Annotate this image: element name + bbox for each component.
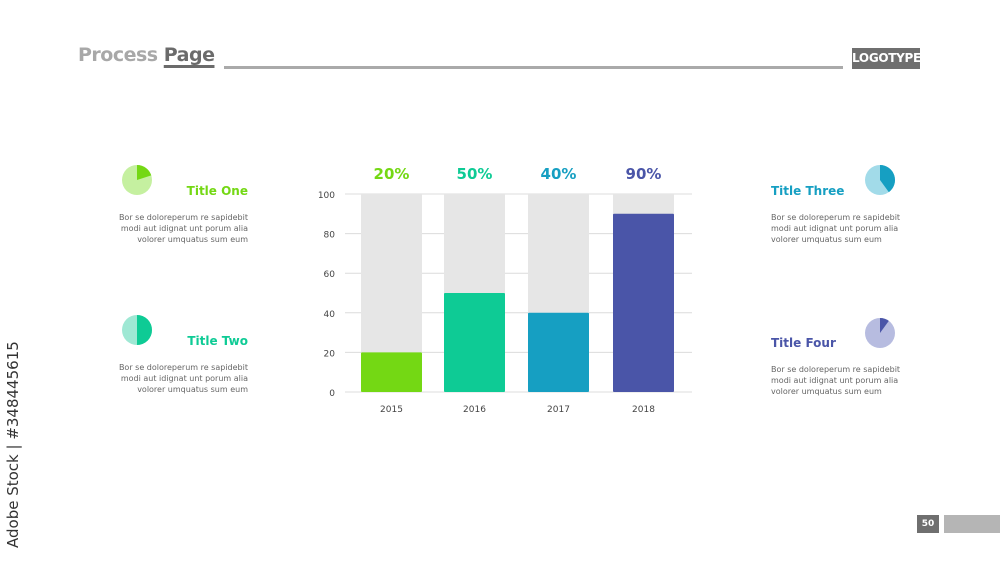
x-tick-label: 2017 bbox=[547, 405, 570, 415]
description-line: modi aut idignat unt porum alia bbox=[771, 376, 899, 385]
watermark-text: Adobe Stock | #348445615 bbox=[4, 341, 22, 548]
footer-bar bbox=[944, 515, 1000, 533]
description-line: volorer umquatus sum eum bbox=[137, 235, 248, 244]
x-tick-label: 2018 bbox=[632, 405, 655, 415]
item-description: Bor se doloreperum re sapidebit modi aut … bbox=[771, 212, 941, 245]
item-title: Title Two bbox=[187, 334, 248, 348]
item-description: Bor se doloreperum re sapidebit modi aut … bbox=[771, 364, 941, 397]
description-line: Bor se doloreperum re sapidebit bbox=[771, 213, 901, 222]
pie-slice bbox=[137, 165, 152, 180]
description-line: volorer umquatus sum eum bbox=[137, 385, 248, 394]
data-label: 20% bbox=[374, 165, 410, 183]
y-tick-label: 60 bbox=[324, 270, 336, 280]
description-line: modi aut idignat unt porum alia bbox=[120, 224, 248, 233]
item-description: Bor se doloreperum re sapidebit modi aut … bbox=[78, 362, 248, 395]
pie-slice bbox=[880, 165, 896, 193]
title-part-2: Page bbox=[163, 44, 215, 66]
description-line: volorer umquatus sum eum bbox=[771, 235, 882, 244]
bar-2017 bbox=[528, 312, 589, 392]
pie-slice bbox=[137, 315, 152, 345]
description-line: Bor se doloreperum re sapidebit bbox=[118, 363, 248, 372]
y-tick-label: 100 bbox=[318, 191, 335, 201]
data-label: 50% bbox=[457, 165, 493, 183]
pie-slice bbox=[880, 318, 889, 333]
header-divider bbox=[224, 66, 843, 69]
y-tick-label: 40 bbox=[324, 310, 336, 320]
x-tick-label: 2015 bbox=[380, 405, 403, 415]
item-title: Title Three bbox=[771, 184, 845, 198]
description-line: modi aut idignat unt porum alia bbox=[120, 374, 248, 383]
logotype: LOGOTYPE bbox=[852, 48, 921, 69]
item-description: Bor se doloreperum re sapidebit modi aut … bbox=[78, 212, 248, 245]
page-number: 50 bbox=[917, 515, 939, 533]
x-tick-label: 2016 bbox=[463, 405, 486, 415]
description-line: Bor se doloreperum re sapidebit bbox=[771, 365, 901, 374]
description-line: volorer umquatus sum eum bbox=[771, 387, 882, 396]
item-title: Title One bbox=[186, 184, 248, 198]
bar-2015 bbox=[361, 352, 422, 392]
description-line: modi aut idignat unt porum alia bbox=[771, 224, 899, 233]
y-tick-label: 0 bbox=[329, 389, 335, 399]
y-tick-label: 20 bbox=[324, 349, 336, 359]
bar-2016 bbox=[444, 293, 505, 392]
data-label: 40% bbox=[541, 165, 577, 183]
data-label: 90% bbox=[626, 165, 662, 183]
description-line: Bor se doloreperum re sapidebit bbox=[118, 213, 248, 222]
item-title: Title Four bbox=[771, 336, 836, 350]
y-tick-label: 80 bbox=[324, 231, 336, 241]
page-title: Process Page bbox=[78, 44, 215, 66]
title-part-1: Process bbox=[78, 44, 158, 66]
bar-2018 bbox=[613, 213, 674, 392]
